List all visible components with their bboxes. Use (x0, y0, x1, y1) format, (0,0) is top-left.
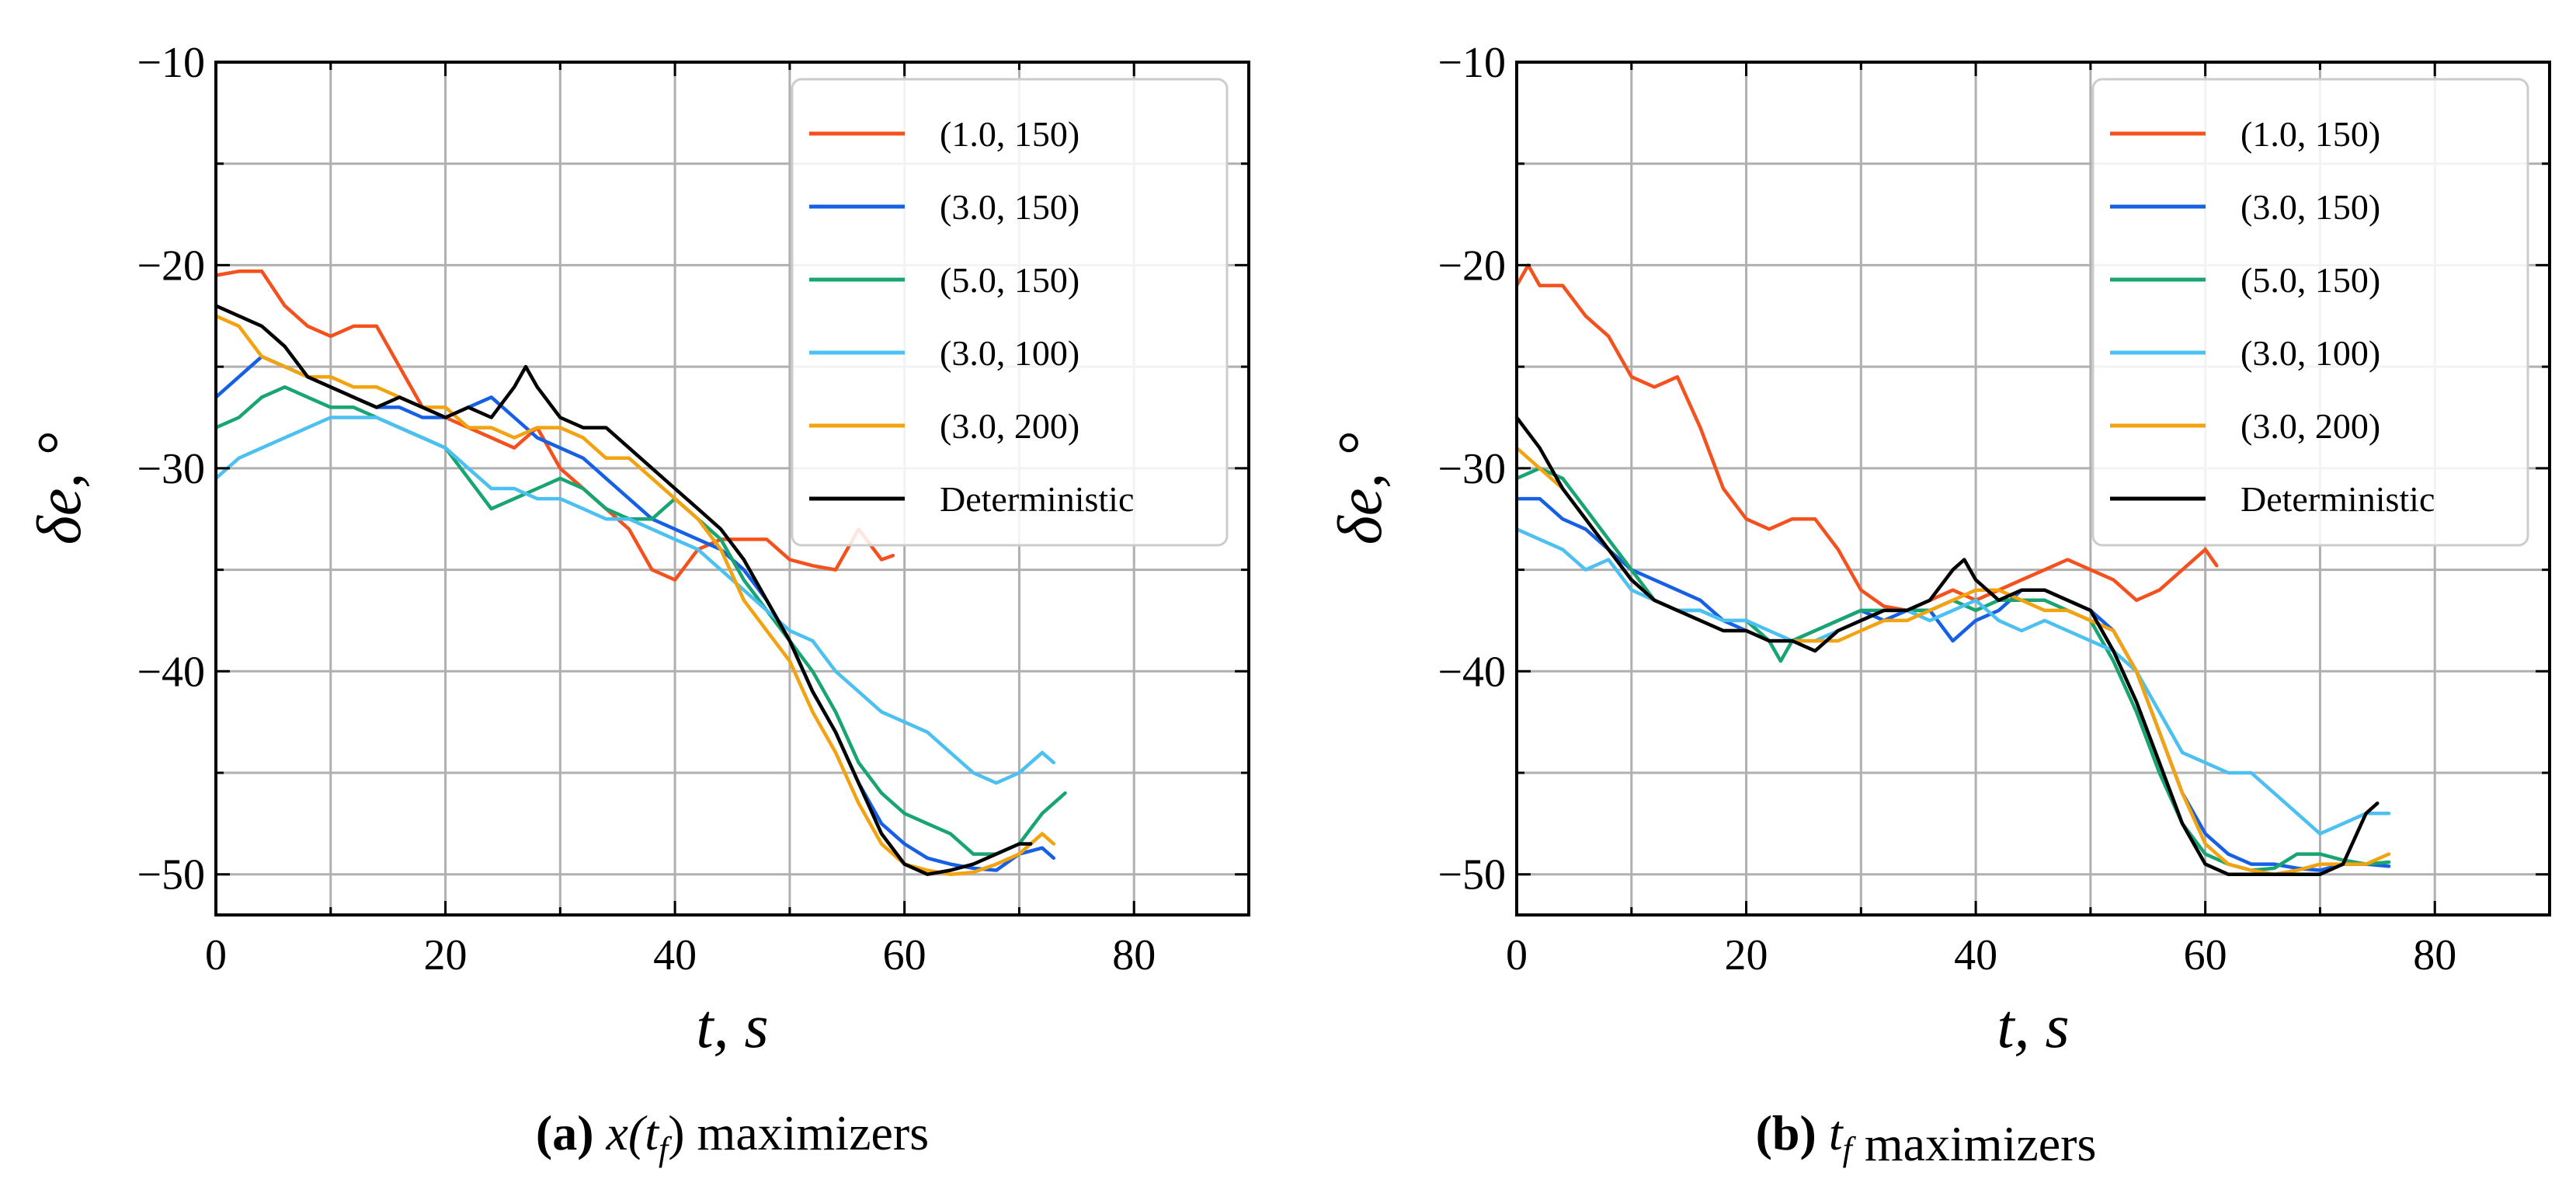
x-tick-label: 60 (2184, 931, 2227, 979)
x-tick-label: 20 (424, 931, 468, 979)
legend-label: (3.0, 200) (2241, 406, 2380, 446)
legend-label: (3.0, 150) (940, 187, 1079, 227)
series-group (1514, 263, 2391, 876)
caption-math: t (1829, 1105, 1844, 1160)
x-tick-label: 0 (1506, 931, 1528, 979)
caption-rest: maximizers (685, 1105, 930, 1160)
axes-frame (214, 61, 1250, 917)
series-line-1-0-150 (1514, 263, 2219, 613)
legend-label: (3.0, 100) (2241, 333, 2380, 373)
series-line-1-0-150 (214, 270, 895, 582)
y-tick-label: −50 (137, 851, 205, 899)
y-axis-label: δe, ° (1326, 433, 1395, 545)
x-axis-label: t, s (1997, 993, 2069, 1061)
series-line-deterministic (1514, 416, 2380, 876)
x-tick-label: 80 (1112, 931, 1156, 979)
x-tick-label: 40 (653, 931, 697, 979)
y-tick-label: −30 (137, 445, 205, 493)
y-tick-label: −20 (137, 242, 205, 290)
series-line-3-0-150 (1514, 496, 2391, 872)
series-line-deterministic (214, 304, 1033, 876)
x-tick-label: 40 (1954, 931, 1997, 979)
ticks (1515, 61, 2551, 915)
legend-box (2091, 78, 2529, 547)
figure-caption: (b) tf maximizers (1756, 1105, 2097, 1171)
y-tick-label: −10 (1437, 39, 1506, 87)
y-tick-label: −50 (1437, 851, 1506, 899)
legend-label: (3.0, 200) (940, 406, 1079, 446)
y-tick-label: −40 (137, 648, 205, 696)
series-line-5-0-150 (214, 385, 1067, 856)
y-tick-label: −40 (1437, 648, 1506, 696)
panel-b: 0 20 40 60 80 −10 −20 −30 −40 −50 t, s δe, ° (1.0, 1… (1326, 39, 2551, 1171)
x-axis-label: t, s (696, 993, 768, 1061)
legend-label: (1.0, 150) (2241, 114, 2380, 154)
axes-frame (1515, 61, 2551, 917)
x-tick-label: 60 (883, 931, 926, 979)
series-group (214, 270, 1067, 876)
figure-caption: (a) x(tf) maximizers (536, 1105, 929, 1168)
legend-label: (3.0, 150) (2241, 187, 2380, 227)
caption-letter: (a) (536, 1105, 607, 1160)
y-tick-label: −10 (137, 39, 205, 87)
panel-a: 0 20 40 60 80 −10 −20 −30 −40 −50 t, s δe, ° (1.0, 1… (26, 39, 1250, 1168)
legend-label: Deterministic (2241, 479, 2435, 519)
series-line-3-0-100 (214, 416, 1056, 785)
caption-letter: (b) (1756, 1105, 1829, 1160)
caption-math: x(t (606, 1105, 661, 1160)
y-tick-label: −20 (1437, 242, 1506, 290)
x-tick-label: 0 (205, 931, 227, 979)
caption-close: ) (668, 1105, 684, 1160)
x-tick-label: 80 (2413, 931, 2456, 979)
series-line-3-0-200 (214, 314, 1056, 876)
legend-label: (5.0, 150) (940, 260, 1079, 300)
ticks (214, 61, 1250, 915)
legend-label: (3.0, 100) (940, 333, 1079, 373)
legend-label: (1.0, 150) (940, 114, 1079, 154)
legend: (1.0, 150) (3.0, 150) (5.0, 150) (3.0, 100)… (2091, 78, 2529, 547)
y-axis-label: δe, ° (26, 433, 94, 545)
x-tick-label: 20 (1725, 931, 1768, 979)
legend-label: Deterministic (940, 479, 1134, 519)
legend-box (791, 78, 1229, 547)
legend-label: (5.0, 150) (2241, 260, 2380, 300)
y-tick-label: −30 (1437, 445, 1506, 493)
legend: (1.0, 150) (3.0, 150) (5.0, 150) (3.0, 100)… (791, 78, 1229, 547)
caption-rest: maximizers (1852, 1116, 2097, 1171)
